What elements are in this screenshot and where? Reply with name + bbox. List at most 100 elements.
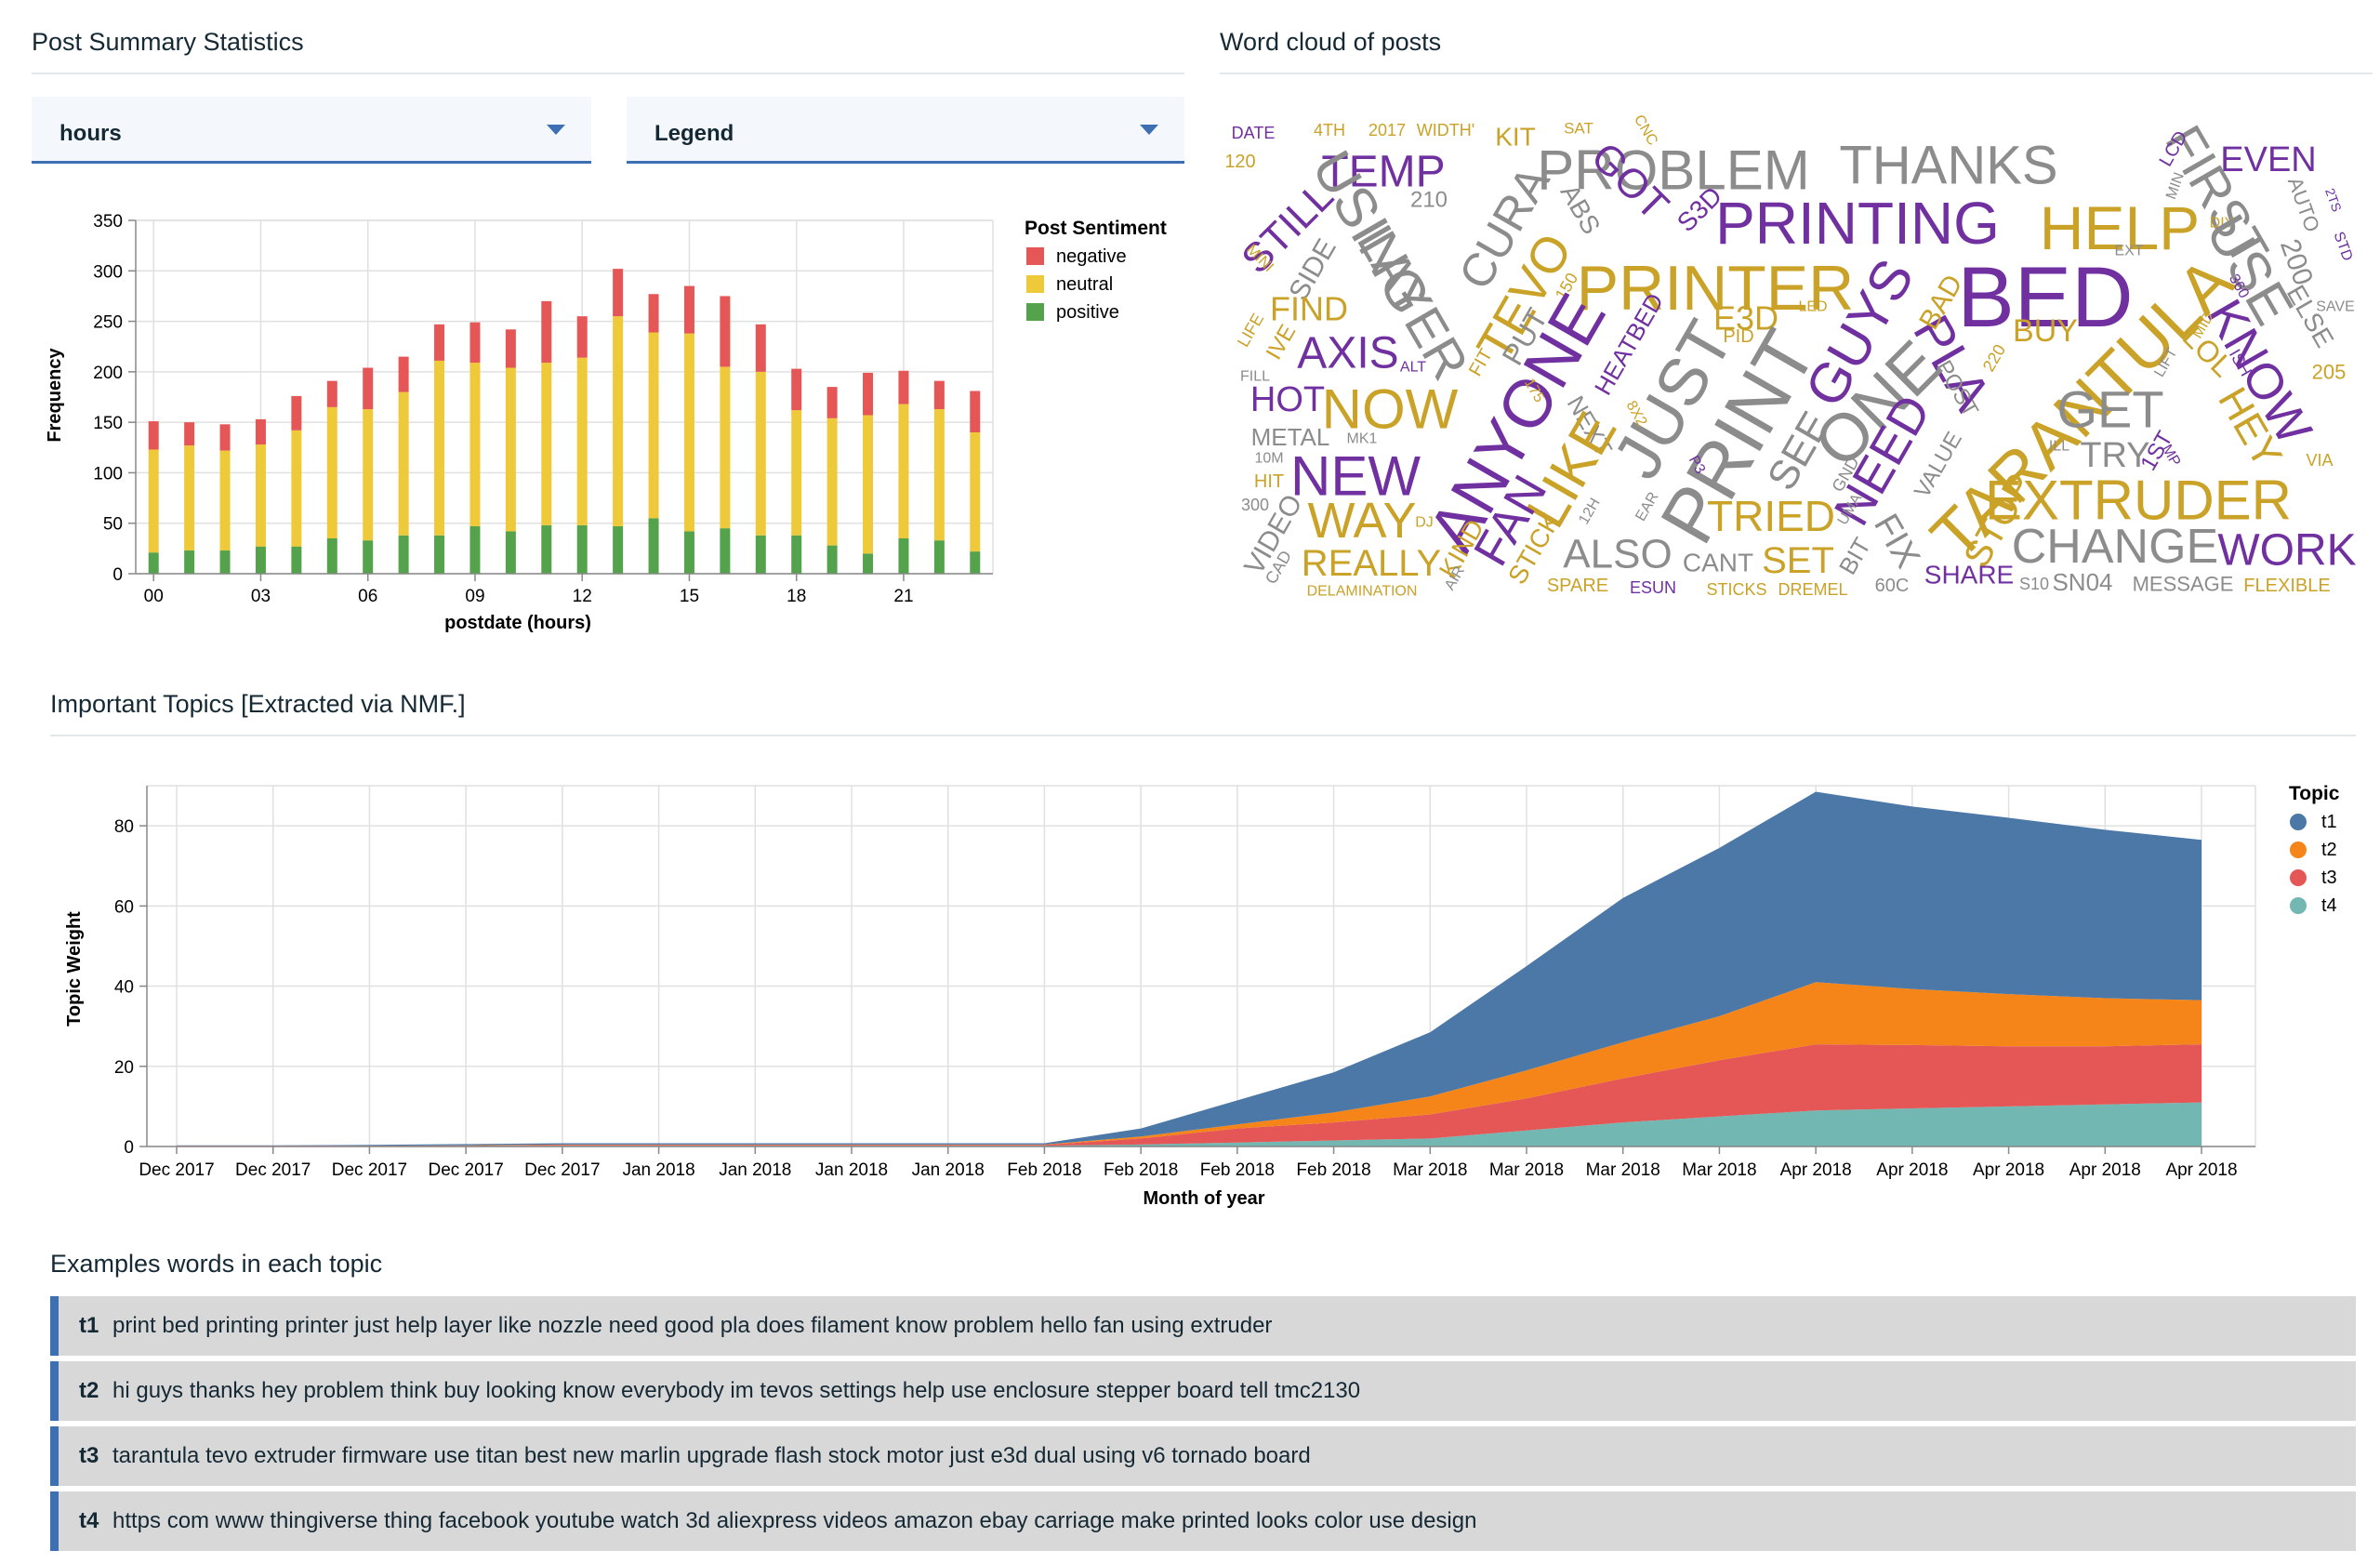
bar-positive [755,535,766,574]
bar-negative [613,269,624,317]
legend-label: positive [1056,302,1119,323]
bar-neutral [291,430,302,547]
bar-positive [933,540,945,574]
time-unit-dropdown[interactable]: hours [32,97,591,164]
x-tick-label: Mar 2018 [1682,1160,1756,1180]
word-cloud-word: ELSE [2281,280,2340,352]
bar-positive [613,525,624,574]
x-tick-label: Apr 2018 [1876,1160,1948,1180]
word-cloud-word: SAVE [2316,299,2355,315]
bar-chart-legend: negative neutral positive [1026,246,1127,323]
x-tick-label: Apr 2018 [2165,1160,2237,1180]
legend-label: t2 [2321,840,2337,860]
x-tick-label: Mar 2018 [1489,1160,1564,1180]
bar-neutral [613,316,624,526]
word-cloud-word: DELAMINATION [1307,584,1418,600]
word-cloud-word: DJ [1415,515,1434,531]
y-tick-label: 80 [114,817,134,837]
word-cloud: DATE 4TH 2017 WIDTH' KIT SAT 120 TEMP PROBLEM THA… [1224,113,2356,600]
y-tick-label: 350 [93,212,123,232]
bar-neutral [791,410,802,536]
bar-negative [863,372,874,416]
x-tick-label: Dec 2017 [332,1160,407,1180]
bar-positive [255,546,266,574]
word-cloud-word: EXTRUDER [1985,470,2292,532]
bar-neutral [826,418,838,546]
bar-neutral [541,363,552,525]
x-tick-label: 09 [465,587,484,606]
topic-words: hi guys thanks hey problem think buy loo… [112,1378,1361,1403]
word-cloud-word: NEW [1290,445,1421,508]
bar-positive [720,528,731,574]
legend-label: neutral [1056,274,1113,295]
bar-negative [970,391,981,432]
topic-words: https com www thingiverse thing facebook… [112,1508,1477,1533]
bar-positive [505,531,516,574]
bar-negative [755,324,766,372]
x-tick-label: 12 [573,587,592,606]
bar-positive [434,535,445,574]
y-tick-label: 0 [124,1138,134,1158]
word-cloud-word: FIND [1270,290,1348,328]
y-tick-label: 150 [93,414,123,433]
bar-positive [469,525,481,574]
area-t2 [177,982,2202,1146]
chevron-down-icon [547,125,565,135]
bar-legend-title: Post Sentiment [1025,218,1167,239]
word-cloud-word: WORK [2217,526,2356,576]
bar-negative [933,380,945,410]
bar-neutral [683,333,694,532]
bar-negative [398,356,409,392]
area-t4 [177,1102,2202,1146]
bar-neutral [576,357,588,525]
x-tick-label: Feb 2018 [1007,1160,1081,1180]
word-cloud-word: REALLY [1302,543,1441,584]
bar-neutral [148,449,159,553]
bar-positive [648,518,659,574]
x-tick-label: Apr 2018 [2069,1160,2141,1180]
y-tick-label: 40 [114,978,134,998]
x-tick-label: 21 [893,587,913,606]
bar-negative [148,421,159,450]
bar-positive [291,546,302,574]
word-cloud-word: TEMP [1321,148,1445,197]
word-cloud-word: 10M [1254,451,1283,467]
word-cloud-word: PRINTER [1577,253,1854,324]
word-cloud-word: MK1 [1347,431,1378,447]
bar-negative [255,418,266,445]
topic-example-row: t3 tarantula tevo extruder firmware use … [50,1426,2356,1486]
word-cloud-word: THANKS [1839,136,2057,196]
legend-swatch [2290,842,2307,858]
topic-example-row: t2 hi guys thanks hey problem think buy … [50,1361,2356,1421]
word-cloud-word: SN04 [2052,568,2112,596]
word-cloud-word: BUY [2013,313,2078,349]
word-cloud-word: ESUN [1630,578,1676,597]
bar-negative [219,424,231,451]
word-cloud-word: DATE [1232,124,1276,142]
bar-neutral [255,444,266,547]
bar-chart-y-axis-title: Frequency [45,348,65,443]
bar-positive [576,524,588,574]
bar-positive [184,550,195,574]
bar-negative [898,370,909,404]
bar-neutral [326,406,337,538]
word-cloud-word: PROBLEM [1537,139,1809,202]
x-tick-label: Feb 2018 [1104,1160,1178,1180]
word-cloud-word: PID [1723,326,1753,347]
bar-positive [791,535,802,574]
topic-example-row: t4 https com www thingiverse thing faceb… [50,1491,2356,1551]
summary-title-divider [32,73,1184,74]
word-cloud-word: CHANGE [2012,520,2218,574]
topic-words: tarantula tevo extruder firmware use tit… [112,1443,1311,1468]
word-cloud-word: 4TH [1314,121,1345,139]
word-cloud-word: LIFE [1234,311,1267,351]
word-cloud-word: HOT [1250,380,1325,419]
x-tick-label: Jan 2018 [622,1160,694,1180]
topic-id: t3 [79,1443,99,1468]
word-cloud-word: AUTO [2283,174,2324,235]
x-tick-label: Feb 2018 [1200,1160,1275,1180]
bar-negative [469,322,481,364]
legend-dropdown[interactable]: Legend [627,97,1184,164]
topics-title-divider [50,735,2356,736]
bar-positive [863,553,874,574]
